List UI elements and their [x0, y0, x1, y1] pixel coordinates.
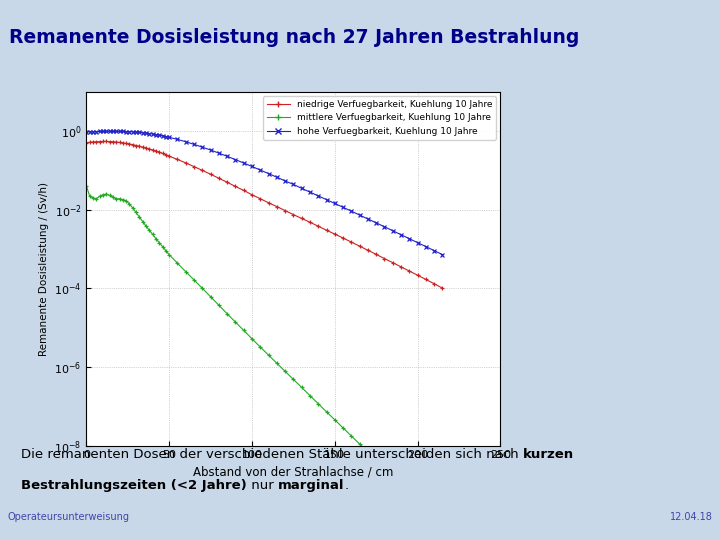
Text: Remanente Dosisleistung nach 27 Jahren Bestrahlung: Remanente Dosisleistung nach 27 Jahren B… — [9, 28, 579, 47]
Text: .: . — [345, 480, 348, 492]
Text: Bestrahlungszeiten (<2 Jahre): Bestrahlungszeiten (<2 Jahre) — [22, 480, 247, 492]
Text: marginal: marginal — [278, 480, 345, 492]
X-axis label: Abstand von der Strahlachse / cm: Abstand von der Strahlachse / cm — [193, 466, 394, 479]
Text: nur: nur — [247, 480, 278, 492]
Text: Die remanenten Dosen der verschiedenen Stähle unterscheiden sich nach: Die remanenten Dosen der verschiedenen S… — [22, 448, 523, 461]
Text: 12.04.18: 12.04.18 — [670, 511, 713, 522]
Legend: niedrige Verfuegbarkeit, Kuehlung 10 Jahre, mittlere Verfuegbarkeit, Kuehlung 10: niedrige Verfuegbarkeit, Kuehlung 10 Jah… — [264, 96, 496, 139]
Text: kurzen: kurzen — [523, 448, 575, 461]
Text: Operateursunterweisung: Operateursunterweisung — [7, 511, 129, 522]
Y-axis label: Remanente Dosisleistung / (Sv/h): Remanente Dosisleistung / (Sv/h) — [39, 181, 49, 356]
